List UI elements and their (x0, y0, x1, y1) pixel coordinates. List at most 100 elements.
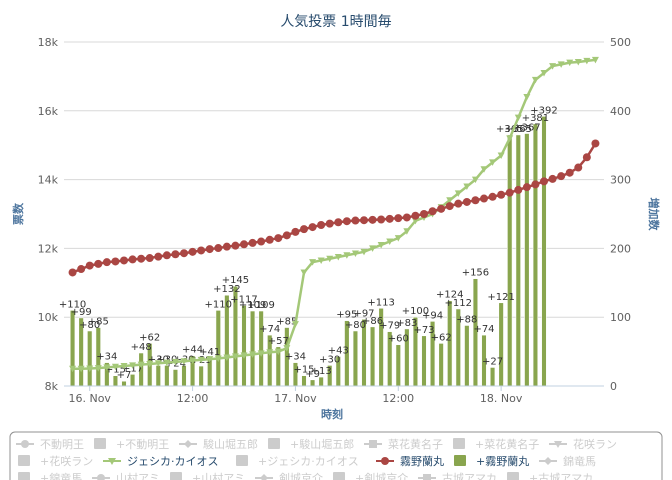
bar (489, 367, 496, 387)
jessica-series-point (377, 241, 385, 249)
x-tick-label: 17. Nov (274, 392, 317, 405)
legend-item[interactable]: 不動明王 (16, 437, 84, 451)
jessica-series-point (540, 69, 548, 77)
jessica-series-point (197, 356, 205, 364)
jessica-series-point (317, 257, 325, 264)
jessica-series-point (163, 359, 171, 367)
legend-item[interactable]: +菜花黄名子 (453, 437, 539, 451)
legend-label: 駿山堀五郎 (203, 437, 258, 451)
chart-title: 人気投票 1時間毎 (280, 14, 391, 30)
bar (515, 134, 521, 387)
kirino-series-point (197, 246, 206, 255)
bar-data-label: +44 (182, 345, 203, 356)
jessica-series-point (360, 248, 368, 256)
bar-data-label: +110 (59, 299, 86, 310)
jessica-series-point (446, 197, 454, 204)
kirino-series-point (497, 190, 506, 199)
bar (464, 325, 470, 387)
kirino-series-point (248, 238, 257, 247)
legend-label: +菜花黄名子 (475, 437, 539, 451)
bar-data-label: +60 (388, 334, 409, 345)
vote-lines (68, 56, 600, 373)
legend-item[interactable]: +剣城京介 (333, 471, 408, 480)
jessica-series-point (171, 358, 179, 366)
legend-item[interactable]: 花咲ラン (549, 437, 617, 451)
legend-item[interactable]: +花咲ラン (18, 454, 93, 468)
jessica-series-point (463, 183, 471, 190)
bar-data-label: +83 (396, 318, 417, 329)
legend-marker-square (423, 474, 431, 480)
legend-marker-box (94, 438, 106, 449)
y-axis-title: 票数 (11, 202, 25, 225)
legend-label: +ジェシカ·カイオス (258, 455, 359, 468)
jessica-series-point (137, 361, 145, 369)
kirino-series-point (282, 231, 291, 240)
jessica-series-point (180, 358, 188, 365)
legend-item[interactable]: 錦竜馬 (539, 454, 596, 468)
jessica-series-point (86, 365, 94, 372)
kirino-series-point (540, 177, 548, 186)
jessica-series-point (257, 350, 265, 357)
bar-data-label: +15 (293, 365, 314, 376)
y-tick-label: 12k (38, 242, 59, 255)
bar (524, 133, 530, 387)
bar-data-label: +80 (79, 320, 100, 331)
kirino-series-point (102, 258, 111, 267)
kirino-series-point (325, 219, 334, 228)
legend-marker-box (18, 472, 30, 480)
bar-data-label: +7 (117, 370, 132, 381)
legend-item[interactable]: +古城アマカ (507, 472, 593, 480)
kirino-series-point (462, 197, 471, 206)
legend-item[interactable]: 霧野蘭丸 (376, 455, 444, 468)
legend-item[interactable]: 剣城京介 (255, 471, 323, 480)
jessica-series-point (189, 357, 197, 365)
legend-item[interactable]: +錦竜馬 (18, 471, 82, 480)
kirino-series-point (514, 185, 523, 194)
bar-data-label: +109 (247, 300, 274, 311)
legend-item[interactable]: 駿山堀五郎 (179, 437, 258, 451)
bar (421, 335, 427, 387)
bar-data-label: +30 (319, 354, 340, 365)
bar (541, 116, 547, 387)
bar-data-label: +79 (379, 321, 400, 332)
jessica-series-point (557, 61, 565, 68)
kirino-series-point (214, 244, 223, 253)
legend-item[interactable]: 山村アミ (92, 471, 160, 480)
jessica-series-point (249, 351, 257, 358)
kirino-series-point (420, 210, 428, 218)
legend-label: 山村アミ (116, 471, 160, 480)
jessica-series-point (574, 58, 582, 66)
legend-item[interactable]: ジェシカ·カイオス (103, 455, 219, 468)
kirino-series-point (274, 234, 283, 243)
jessica-series-point (111, 363, 119, 371)
bar-data-label: +110 (205, 299, 232, 310)
legend-item[interactable]: +霧野蘭丸 (454, 455, 529, 468)
legend-label: 古城アマカ (442, 472, 497, 480)
kirino-series-point (162, 251, 171, 260)
kirino-series-point (154, 252, 163, 261)
y2-tick-label: 500 (610, 36, 631, 49)
bar (172, 369, 179, 387)
kirino-series-point (308, 223, 317, 232)
legend-item[interactable]: 菜花黄名子 (364, 437, 443, 451)
legend-item[interactable]: 古城アマカ (418, 472, 497, 480)
y-tick-label: 16k (38, 105, 59, 118)
bar-data-label: +62 (431, 332, 452, 343)
legend-label: +霧野蘭丸 (476, 455, 529, 468)
kirino-series-point (591, 139, 600, 148)
legend-item[interactable]: +駿山堀五郎 (268, 437, 354, 451)
bar-data-label: +100 (402, 306, 429, 317)
jessica-series-point (146, 360, 154, 368)
jessica-series-point (351, 250, 359, 258)
jessica-series-point (497, 152, 505, 160)
legend-item[interactable]: +不動明王 (94, 437, 169, 451)
legend-item[interactable]: +ジェシカ·カイオス (236, 455, 359, 468)
bar-data-label: +145 (222, 275, 249, 286)
y-tick-label: 10k (38, 311, 59, 324)
legend-label: +古城アマカ (529, 472, 593, 480)
legend-label: 錦竜馬 (563, 454, 596, 468)
kirino-series-point (505, 188, 514, 197)
bar-data-label: +95 (336, 310, 357, 321)
legend-item[interactable]: +山村アミ (170, 471, 245, 480)
